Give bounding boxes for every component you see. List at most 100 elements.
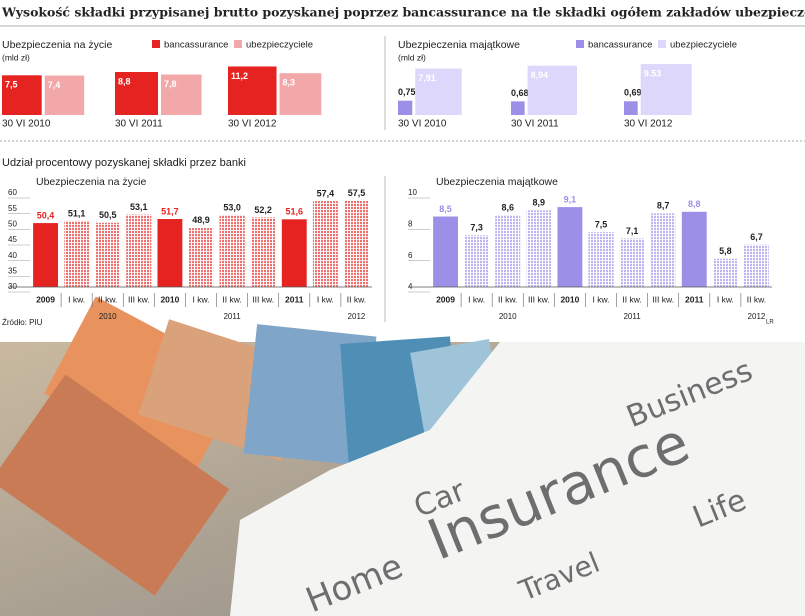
value-label: 51,6 [286,207,304,217]
value-label: 48,9 [192,215,210,225]
x-tick-label: II kw. [622,294,641,304]
bar [33,223,58,287]
category-label: 30 VI 2011 [115,119,163,130]
bar [526,210,552,287]
bar [464,235,490,287]
chart-title: Ubezpieczenia majątkowe [398,39,520,51]
value-label: 8,5 [439,204,452,214]
value-label: 5,8 [719,246,732,256]
value-label: 7,5 [595,220,608,230]
value-label: 8,94 [531,70,549,80]
value-label: 51,7 [161,206,179,216]
legend-label: ubezpieczyciele [670,40,737,51]
bar [619,238,645,287]
bar [219,214,245,287]
square [624,101,638,115]
banknote [0,374,230,596]
source: Źródło: PIU [2,318,43,327]
value-label: 0,69 [624,88,642,98]
group-label: 2012 [748,312,766,321]
group-label: 2010 [99,312,117,321]
x-tick-label: 2011 [685,294,704,304]
value-label: 7,91 [418,73,436,83]
y-tick-label: 40 [8,251,17,260]
square [2,75,42,115]
group-label: 2011 [623,312,641,321]
group-label: 2012 [348,312,366,321]
group-label: 2011 [223,312,241,321]
x-tick-label: I kw. [468,294,485,304]
credit: LR [766,320,774,326]
value-label: 50,5 [99,210,117,220]
value-label: 8,9 [533,198,546,208]
square [115,71,159,115]
value-label: 7,4 [48,80,61,90]
square [398,100,413,115]
legend-label: ubezpieczyciele [246,40,313,51]
square [640,64,692,115]
value-label: 7,3 [470,223,483,233]
bar [281,219,307,287]
square [279,73,322,115]
bar [712,258,738,287]
x-tick-label: 2011 [285,294,304,304]
category-label: 30 VI 2010 [2,119,51,130]
value-label: 50,4 [37,210,55,220]
bar [650,213,676,287]
legend-swatch [658,40,666,48]
bar [681,211,707,287]
value-label: 52,2 [254,205,272,215]
x-tick-label: 2010 [560,294,579,304]
value-label: 57,4 [317,189,335,199]
unit-label: (mld zł) [398,52,426,62]
bar [250,217,276,287]
value-label: 8,7 [657,201,670,211]
y-tick-label: 10 [408,188,417,197]
bar [588,232,614,287]
bar [312,201,338,287]
square [511,101,525,115]
bar [557,207,583,287]
square [44,75,85,115]
bar [126,214,152,287]
legend-label: bancassurance [164,40,228,51]
x-tick-label: I kw. [192,294,209,304]
x-tick-label: I kw. [592,294,609,304]
y-tick-label: 45 [8,235,17,244]
value-label: 7,1 [626,226,639,236]
value-label: 6,7 [750,232,763,242]
bar [433,216,458,287]
y-tick-label: 60 [8,188,17,197]
x-tick-label: III kw. [652,294,674,304]
x-tick-label: 2009 [436,294,455,304]
paper [230,342,805,616]
value-label: 8,8 [118,76,131,86]
category-label: 30 VI 2012 [624,119,673,130]
category-label: 30 VI 2011 [511,119,559,130]
y-tick-label: 50 [8,219,17,228]
chart-title: Ubezpieczenia majątkowe [436,176,558,188]
value-label: 53,0 [223,202,241,212]
square [161,74,202,115]
value-label: 53,1 [130,202,148,212]
section-title: Udział procentowy pozyskanej składki prz… [2,157,246,169]
value-label: 8,6 [501,202,514,212]
value-label: 0,75 [398,87,416,97]
x-tick-label: I kw. [717,294,734,304]
square [527,65,577,115]
value-label: 9.53 [644,68,662,78]
legend-swatch [576,40,584,48]
x-tick-label: II kw. [98,294,117,304]
bar [157,219,183,287]
photo [0,296,805,616]
group-label: 2010 [499,312,517,321]
x-tick-label: II kw. [747,294,766,304]
category-label: 30 VI 2012 [228,119,277,130]
legend-swatch [234,40,242,48]
bar [495,214,521,287]
bar [344,200,369,287]
square [228,66,277,115]
value-label: 0,68 [511,88,529,98]
chart-title: Ubezpieczenia na życie [2,39,112,51]
